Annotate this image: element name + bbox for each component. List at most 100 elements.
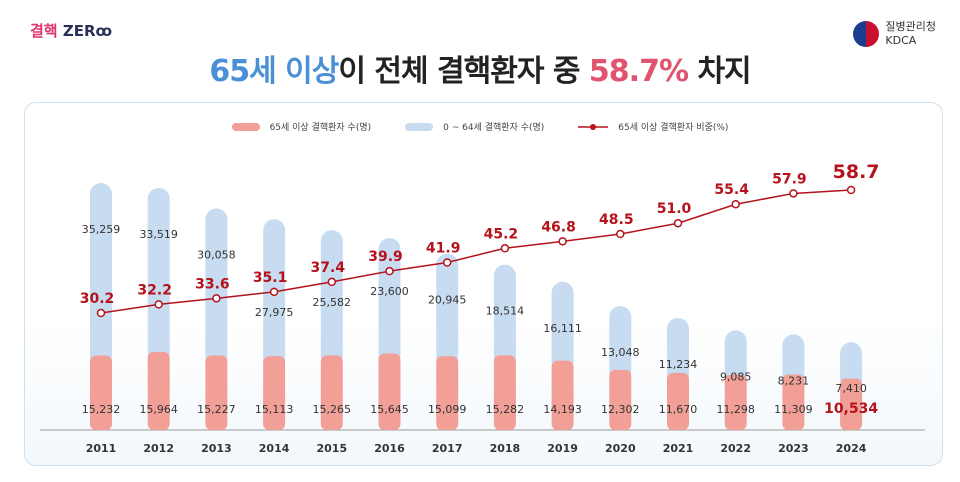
ratio-point: [731, 199, 740, 209]
label-elderly: 15,113: [255, 403, 294, 416]
ratio-point: [96, 308, 106, 318]
ratio-point: [154, 300, 163, 309]
x-tick-label: 2013: [201, 442, 232, 455]
bar-young: [782, 334, 805, 387]
legend-swatch: [405, 122, 434, 131]
bar-young: [493, 264, 516, 368]
ratio-label: 58.7: [833, 161, 880, 183]
title-part2: 이 전체 결핵환자 중: [338, 54, 589, 89]
ratio-point: [269, 287, 279, 297]
label-elderly: 15,232: [82, 403, 121, 416]
label-elderly: 11,670: [659, 403, 698, 416]
ratio-line: [100, 189, 852, 314]
tb-zero-logo: 결핵 ZERꝏ: [30, 20, 112, 41]
ratio-point: [846, 185, 856, 195]
x-tick-label: 2022: [720, 442, 751, 455]
label-elderly: 15,227: [197, 403, 236, 416]
ratio-label: 32.2: [137, 282, 172, 298]
x-tick-label: 2015: [316, 442, 347, 455]
ratio-label: 39.9: [368, 249, 403, 265]
x-tick-label: 2020: [605, 442, 636, 455]
label-elderly: 14,193: [543, 403, 582, 416]
bar-young: [320, 230, 343, 368]
ratio-label: 33.6: [195, 276, 230, 292]
legend-label: 65세 이상 결핵환자 수(명): [269, 123, 372, 133]
ratio-point: [442, 258, 452, 267]
x-tick-label: 2014: [259, 442, 290, 455]
label-elderly: 10,534: [824, 401, 878, 417]
bar-young: [609, 305, 632, 382]
legend-swatch: [231, 122, 260, 131]
bar-elderly: [840, 378, 863, 430]
ratio-point: [616, 229, 625, 239]
x-tick-label: 2021: [663, 442, 694, 455]
legend-elderly: 65세 이상 결핵환자 수(명): [231, 120, 372, 133]
ratio-point: [327, 277, 337, 287]
label-young: 27,975: [255, 306, 294, 319]
x-tick-label: 2017: [432, 442, 463, 455]
label-young: 30,058: [197, 248, 236, 261]
agency-kr: 질병관리청: [885, 20, 936, 33]
legend-line-icon: [578, 123, 609, 130]
ratio-point: [789, 189, 798, 198]
label-elderly: 15,964: [139, 403, 178, 416]
x-tick-label: 2024: [836, 442, 867, 455]
bar-elderly: [551, 360, 574, 430]
bar-young: [90, 183, 112, 368]
bar-young: [724, 330, 747, 387]
bar-elderly: [782, 374, 805, 430]
ratio-point: [673, 218, 683, 228]
ratio-label: 45.2: [484, 226, 519, 242]
label-young: 25,582: [313, 296, 352, 309]
label-elderly: 11,309: [774, 403, 813, 416]
kdca-logo: 질병관리청 KDCA: [853, 20, 936, 48]
ratio-label: 37.4: [311, 260, 346, 276]
bar-young: [436, 253, 459, 369]
ratio-label: 55.4: [714, 182, 749, 198]
bar-young: [147, 187, 170, 364]
ratio-label: 30.2: [80, 291, 115, 307]
ratio-label: 46.8: [541, 219, 576, 235]
x-tick-label: 2018: [490, 442, 521, 455]
label-young: 23,600: [370, 285, 409, 298]
bar-elderly: [147, 351, 170, 430]
title-part3: 58.7%: [588, 54, 689, 89]
bar-elderly: [667, 372, 689, 430]
label-young: 16,111: [543, 322, 582, 335]
label-young: 11,234: [659, 358, 698, 371]
bar-young: [840, 342, 863, 391]
ratio-label: 57.9: [772, 171, 807, 187]
ratio-label: 41.9: [426, 241, 461, 257]
bar-young: [551, 281, 574, 373]
page-title: 65세 이상이 전체 결핵환자 중 58.7% 차지: [0, 46, 960, 90]
label-elderly: 15,645: [370, 403, 409, 416]
label-young: 18,514: [486, 305, 525, 318]
label-elderly: 11,298: [716, 403, 755, 416]
x-tick-label: 2023: [778, 442, 809, 455]
label-young: 9,085: [720, 370, 752, 383]
bar-young: [205, 208, 228, 368]
bar-elderly: [724, 374, 747, 430]
ratio-point: [385, 266, 394, 276]
x-tick-label: 2011: [86, 442, 117, 455]
label-young: 13,048: [601, 346, 640, 359]
legend-label: 0 ~ 64세 결핵환자 수(명): [443, 123, 545, 133]
ratio-point: [500, 244, 510, 253]
x-tick-label: 2012: [143, 442, 174, 455]
bar-elderly: [263, 356, 286, 430]
bar-elderly: [493, 355, 516, 430]
x-tick-label: 2019: [547, 442, 578, 455]
title-part4: 차지: [688, 54, 751, 89]
title-part1: 65세 이상: [209, 54, 339, 89]
agency-en: KDCA: [885, 34, 917, 47]
legend-ratio: 65세 이상 결핵환자 비중(%): [578, 120, 728, 133]
bar-elderly: [436, 356, 459, 430]
label-elderly: 15,282: [486, 403, 525, 416]
ratio-point: [558, 237, 567, 246]
label-elderly: 15,265: [313, 403, 352, 416]
label-elderly: 15,099: [428, 403, 467, 416]
emblem-icon: [853, 21, 880, 47]
ratio-label: 48.5: [599, 212, 634, 228]
bar-elderly: [90, 355, 112, 430]
label-young: 20,945: [428, 294, 467, 307]
